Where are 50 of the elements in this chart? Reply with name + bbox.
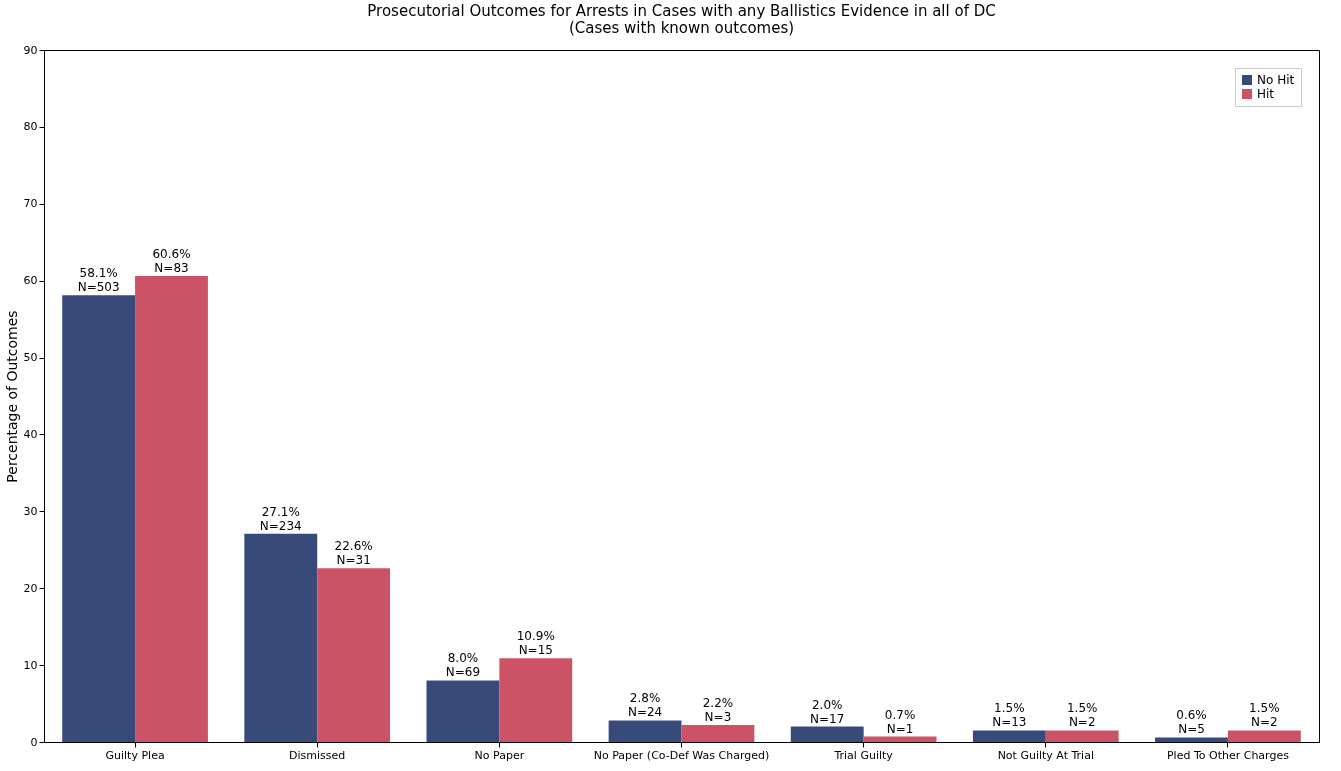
y-tick-label: 0 [30,735,38,749]
bar [135,276,208,742]
x-tick-label: Pled To Other Charges [1166,748,1290,762]
x-tick-label: Dismissed [289,748,346,762]
x-tick-label: No Paper [474,748,525,762]
x-tick-label: Trial Guilty [833,748,894,762]
data-label: 0.7% N=1 [884,707,916,736]
y-tick-label: 70 [23,197,38,211]
data-label: 2.0% N=17 [810,697,845,726]
chart-subtitle: (Cases with known outcomes) [568,19,795,37]
data-label: 10.9% N=15 [516,629,555,658]
data-label: 58.1% N=503 [77,266,120,295]
legend-label: No Hit [1257,73,1295,87]
data-label: 2.2% N=3 [702,696,734,725]
y-tick-label: 80 [23,120,38,134]
data-label: 22.6% N=31 [334,539,373,568]
data-label: 1.5% N=13 [992,701,1027,730]
y-tick-label: 40 [23,427,38,441]
data-label: 2.8% N=24 [627,691,663,720]
bar [790,726,864,742]
bar [863,736,937,742]
y-tick-label: 50 [23,351,38,365]
bar [681,725,755,742]
data-label: 8.0% N=69 [445,651,481,680]
y-tick-label: 60 [23,274,38,288]
bar [426,680,500,742]
x-tick-label: Guilty Plea [105,748,165,762]
chart-title: Prosecutorial Outcomes for Arrests in Cases with any Ballistics Evidence in all of DC [367,2,996,20]
bar [1045,730,1119,742]
y-axis-title: Percentage of Outcomes [3,310,20,483]
bar [1155,737,1228,742]
bar [62,295,136,742]
y-tick-label: 10 [23,658,38,672]
bar [317,568,391,742]
data-label: 27.1% N=234 [259,504,302,533]
legend-label: Hit [1257,87,1275,101]
data-label: 1.5% N=2 [1249,701,1280,730]
bar [499,658,573,742]
x-tick-label: Not Guilty At Trial [997,748,1094,762]
y-tick-label: 20 [23,581,38,595]
y-tick-label: 30 [23,504,38,518]
bar [972,730,1046,742]
bar [244,533,318,742]
data-label: 1.5% N=2 [1066,701,1098,730]
bar [608,720,682,742]
data-label: 60.6% N=83 [152,247,191,276]
y-tick-label: 90 [23,43,38,57]
data-label: 0.6% N=5 [1176,708,1207,737]
bar [1227,730,1301,742]
x-tick-label: No Paper (Co-Def Was Charged) [593,748,770,762]
